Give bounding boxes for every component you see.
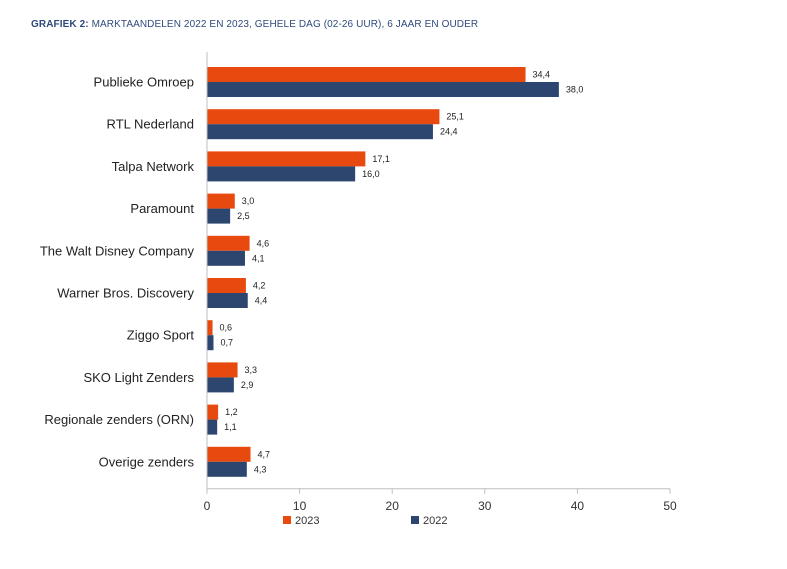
chart-title-text: MARKTAANDELEN 2022 EN 2023, GEHELE DAG (… <box>91 19 479 30</box>
legend-swatch-2023 <box>283 516 291 524</box>
x-tick-label: 20 <box>386 499 400 513</box>
bar-2022 <box>207 124 433 140</box>
data-label-2022: 2,9 <box>241 380 254 390</box>
bar-2022 <box>207 335 214 351</box>
data-label-2023: 4,2 <box>253 281 266 291</box>
bar-2023 <box>207 235 250 251</box>
x-tick-label: 0 <box>204 499 211 513</box>
x-tick-label: 30 <box>478 499 492 513</box>
legend: 2023 2022 <box>283 515 447 527</box>
category-label: Paramount <box>130 201 194 216</box>
data-label-2022: 1,1 <box>224 422 237 432</box>
x-tick-label: 40 <box>571 499 585 513</box>
data-label-2022: 16,0 <box>362 169 380 179</box>
bar-2022 <box>207 166 356 182</box>
legend-label-2022: 2022 <box>423 515 447 527</box>
legend-swatch-2022 <box>411 516 419 524</box>
category-label: Regionale zenders (ORN) <box>44 412 194 427</box>
bar-2023 <box>207 404 219 420</box>
bar-2023 <box>207 151 366 167</box>
x-tick-label: 10 <box>293 499 307 513</box>
bar-2022 <box>207 208 231 224</box>
category-label: Ziggo Sport <box>127 328 195 343</box>
category-label: The Walt Disney Company <box>40 243 195 258</box>
bar-2022 <box>207 293 248 308</box>
data-label-2023: 1,2 <box>225 407 238 417</box>
data-label-2023: 3,0 <box>242 196 255 206</box>
x-tick-label: 50 <box>663 499 677 513</box>
bar-2023 <box>207 446 251 462</box>
bar-2023 <box>207 278 246 293</box>
data-label-2022: 0,7 <box>220 338 233 348</box>
bar-2022 <box>207 461 247 477</box>
x-axis: 0 10 20 30 40 50 <box>204 52 677 513</box>
data-label-2022: 4,3 <box>254 464 267 474</box>
chart-title-prefix: GRAFIEK 2: <box>31 19 89 30</box>
category-label: RTL Nederland <box>107 117 194 132</box>
bar-2022 <box>207 419 218 435</box>
data-label-2023: 17,1 <box>372 154 390 164</box>
bar-2022 <box>207 82 559 97</box>
data-label-2022: 2,5 <box>237 211 250 221</box>
category-labels: Publieke Omroep RTL Nederland Talpa Networ… <box>40 75 195 470</box>
data-label-2023: 25,1 <box>446 112 464 122</box>
data-label-2022: 24,4 <box>440 127 458 137</box>
data-label-2023: 4,7 <box>258 449 271 459</box>
chart-title: GRAFIEK 2: MARKTAANDELEN 2022 EN 2023, G… <box>31 19 478 30</box>
bar-2023 <box>207 320 213 336</box>
data-label-2023: 4,6 <box>257 238 270 248</box>
category-label: Publieke Omroep <box>94 75 194 90</box>
bar-2022 <box>207 250 245 266</box>
data-label-2022: 4,1 <box>252 253 265 263</box>
legend-label-2023: 2023 <box>295 515 319 527</box>
category-label: Warner Bros. Discovery <box>57 286 194 301</box>
data-label-2023: 3,3 <box>245 365 258 375</box>
data-label-2023: 34,4 <box>533 70 551 80</box>
bar-2023 <box>207 67 526 82</box>
bar-2022 <box>207 377 234 393</box>
bar-2023 <box>207 362 238 378</box>
data-label-2022: 4,4 <box>255 296 268 306</box>
data-label-2022: 38,0 <box>566 85 584 95</box>
category-label: Talpa Network <box>112 159 195 174</box>
data-label-2023: 0,6 <box>220 323 233 333</box>
bars-group: 34,4 38,0 25,1 24,4 17,1 16,0 3,0 2,5 4,6 4,1 4,2 4… <box>207 67 583 477</box>
bar-2023 <box>207 193 235 209</box>
category-label: Overige zenders <box>99 454 195 469</box>
bar-2023 <box>207 109 440 125</box>
category-label: SKO Light Zenders <box>83 370 194 385</box>
